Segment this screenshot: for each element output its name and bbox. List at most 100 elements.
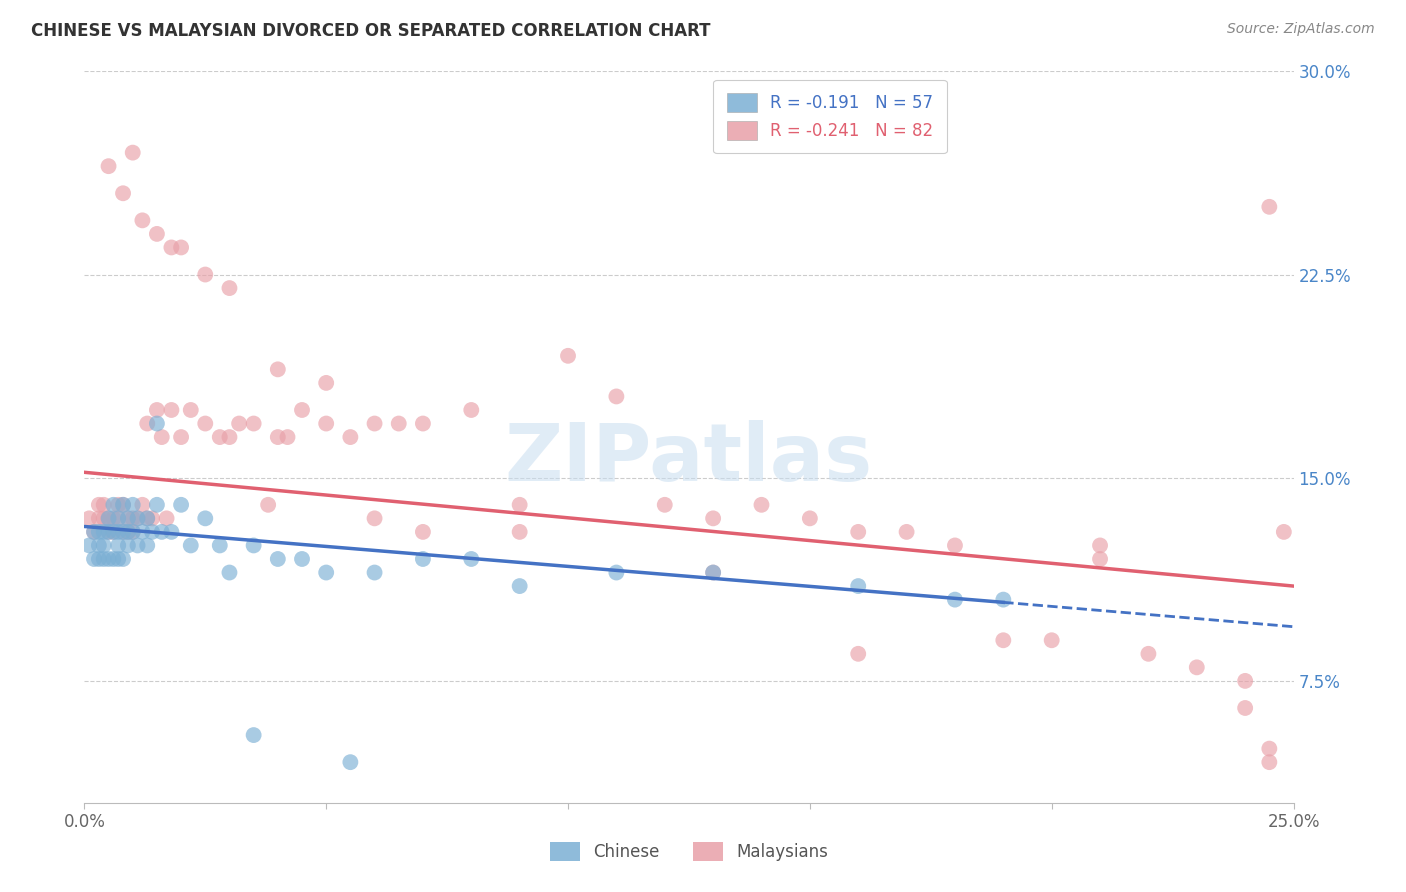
Point: [83, 552, 105, 566]
Point: [896, 524, 918, 539]
Point: [121, 145, 143, 160]
Point: [107, 511, 129, 525]
Point: [1258, 741, 1281, 756]
Point: [160, 524, 183, 539]
Point: [112, 186, 135, 201]
Point: [228, 417, 250, 431]
Point: [87, 511, 110, 525]
Point: [155, 511, 177, 525]
Point: [509, 498, 531, 512]
Point: [131, 524, 153, 539]
Point: [363, 566, 385, 580]
Point: [107, 552, 129, 566]
Point: [605, 566, 627, 580]
Point: [93, 511, 115, 525]
Point: [1272, 524, 1295, 539]
Point: [97, 552, 120, 566]
Point: [208, 430, 231, 444]
Point: [702, 511, 724, 525]
Point: [112, 524, 135, 539]
Point: [1185, 660, 1208, 674]
Point: [107, 498, 129, 512]
Point: [93, 498, 115, 512]
Point: [117, 538, 139, 552]
Point: [180, 403, 202, 417]
Point: [87, 524, 110, 539]
Point: [83, 524, 105, 539]
Point: [146, 227, 169, 241]
Point: [194, 268, 217, 282]
Point: [267, 362, 290, 376]
Point: [339, 430, 361, 444]
Text: ZIPatlas: ZIPatlas: [505, 420, 873, 498]
Point: [993, 592, 1015, 607]
Point: [160, 403, 183, 417]
Legend: Chinese, Malaysians: Chinese, Malaysians: [543, 835, 835, 868]
Point: [242, 728, 264, 742]
Point: [509, 524, 531, 539]
Point: [93, 538, 115, 552]
Point: [141, 524, 163, 539]
Point: [267, 430, 290, 444]
Point: [150, 524, 173, 539]
Point: [412, 524, 434, 539]
Point: [141, 511, 163, 525]
Point: [97, 524, 120, 539]
Point: [117, 511, 139, 525]
Point: [127, 511, 149, 525]
Point: [1137, 647, 1160, 661]
Point: [103, 524, 125, 539]
Point: [121, 524, 143, 539]
Point: [460, 403, 482, 417]
Point: [160, 240, 183, 254]
Point: [97, 511, 120, 525]
Point: [136, 538, 159, 552]
Point: [97, 159, 120, 173]
Point: [87, 538, 110, 552]
Point: [117, 511, 139, 525]
Point: [136, 417, 159, 431]
Point: [146, 417, 169, 431]
Point: [97, 511, 120, 525]
Point: [121, 511, 143, 525]
Point: [276, 430, 298, 444]
Point: [291, 552, 314, 566]
Point: [103, 524, 125, 539]
Point: [83, 524, 105, 539]
Point: [412, 552, 434, 566]
Point: [107, 511, 129, 525]
Point: [654, 498, 676, 512]
Point: [291, 403, 314, 417]
Point: [363, 511, 385, 525]
Point: [180, 538, 202, 552]
Point: [1088, 552, 1111, 566]
Point: [103, 511, 125, 525]
Point: [103, 498, 125, 512]
Point: [97, 524, 120, 539]
Point: [77, 538, 100, 552]
Point: [170, 240, 193, 254]
Point: [107, 538, 129, 552]
Point: [127, 538, 149, 552]
Point: [208, 538, 231, 552]
Point: [388, 417, 411, 431]
Point: [509, 579, 531, 593]
Point: [412, 417, 434, 431]
Point: [1088, 538, 1111, 552]
Point: [117, 524, 139, 539]
Point: [136, 511, 159, 525]
Point: [131, 213, 153, 227]
Point: [131, 498, 153, 512]
Point: [1258, 755, 1281, 769]
Point: [267, 552, 290, 566]
Point: [1234, 701, 1257, 715]
Point: [117, 524, 139, 539]
Point: [146, 403, 169, 417]
Point: [1040, 633, 1063, 648]
Point: [315, 417, 337, 431]
Point: [460, 552, 482, 566]
Point: [257, 498, 280, 512]
Point: [339, 755, 361, 769]
Point: [799, 511, 821, 525]
Text: Source: ZipAtlas.com: Source: ZipAtlas.com: [1227, 22, 1375, 37]
